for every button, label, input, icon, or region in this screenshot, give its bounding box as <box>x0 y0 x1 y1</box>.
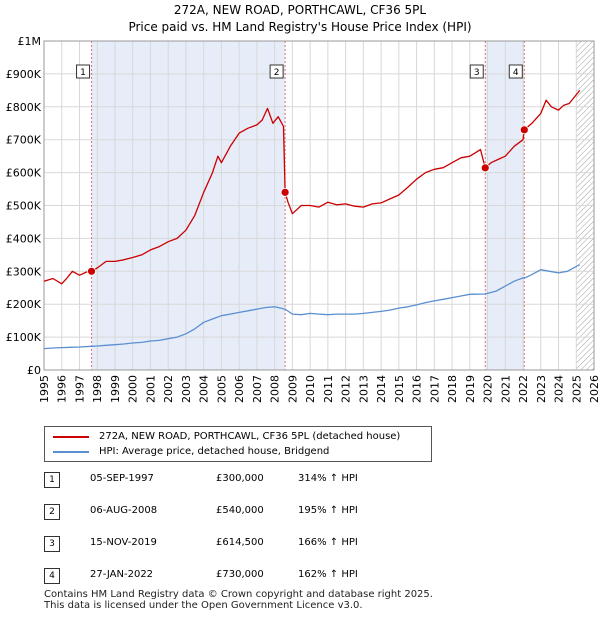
sale-label-box: 4 <box>508 64 523 79</box>
x-tick-label: 2007 <box>251 375 264 403</box>
sale-row: 3 15-NOV-2019 £614,500 166% ↑ HPI <box>44 536 444 552</box>
x-tick-label: 2000 <box>127 375 140 403</box>
chart-title: 272A, NEW ROAD, PORTHCAWL, CF36 5PL Pric… <box>0 2 600 36</box>
x-tick-label: 1997 <box>73 375 86 403</box>
sale-row: 4 27-JAN-2022 £730,000 162% ↑ HPI <box>44 568 444 584</box>
sale-label-frame <box>469 64 484 79</box>
x-tick-label: 2019 <box>464 375 477 403</box>
x-tick-label: 1996 <box>56 375 69 403</box>
y-tick-label: £300K <box>6 265 42 278</box>
y-tick-label: £500K <box>6 200 42 213</box>
sale-label-box: 1 <box>76 64 91 79</box>
sale-hpi-change: 314% ↑ HPI <box>298 473 358 484</box>
sale-label-frame <box>269 64 284 79</box>
sale-hpi-change: 162% ↑ HPI <box>298 569 358 580</box>
x-tick-label: 2017 <box>428 375 441 403</box>
sale-date: 05-SEP-1997 <box>90 473 154 484</box>
footer-attribution: Contains HM Land Registry data © Crown c… <box>44 589 433 611</box>
x-tick-label: 2013 <box>357 375 370 403</box>
x-tick-label: 2004 <box>198 375 211 403</box>
sale-date: 27-JAN-2022 <box>90 569 154 580</box>
legend-label-hpi: HPI: Average price, detached house, Brid… <box>99 446 330 457</box>
x-tick-label: 2006 <box>233 375 246 403</box>
sale-label-text: 1 <box>80 68 86 78</box>
x-tick-label: 2005 <box>215 375 228 403</box>
sale-price: £730,000 <box>216 569 264 580</box>
sale-label-frame <box>508 64 523 79</box>
y-tick-label: £800K <box>6 101 42 114</box>
sale-row: 2 06-AUG-2008 £540,000 195% ↑ HPI <box>44 504 444 520</box>
sale-point <box>480 163 490 173</box>
x-tick-label: 1995 <box>38 375 51 403</box>
sale-hpi-change: 166% ↑ HPI <box>298 537 358 548</box>
y-tick-label: £900K <box>6 68 42 81</box>
x-tick-label: 2025 <box>570 375 583 403</box>
x-tick-label: 2009 <box>286 375 299 403</box>
y-tick-label: £100K <box>6 331 42 344</box>
x-tick-label: 2011 <box>322 375 335 403</box>
footer-line-1: Contains HM Land Registry data © Crown c… <box>44 589 433 600</box>
sale-label-text: 2 <box>274 68 280 78</box>
legend: 272A, NEW ROAD, PORTHCAWL, CF36 5PL (det… <box>44 426 432 462</box>
x-tick-label: 2003 <box>180 375 193 403</box>
x-tick-label: 1999 <box>109 375 122 403</box>
sale-number-badge: 3 <box>44 536 60 552</box>
x-tick-label: 2008 <box>269 375 282 403</box>
y-tick-label: £400K <box>6 232 42 245</box>
sale-point <box>280 187 290 197</box>
sale-point <box>519 125 529 135</box>
hpi-line <box>43 264 581 350</box>
y-tick-label: £200K <box>6 298 42 311</box>
x-tick-label: 2024 <box>553 375 566 403</box>
plot-border <box>43 40 595 371</box>
y-tick-label: £1M <box>18 35 42 48</box>
x-tick-label: 2021 <box>499 375 512 403</box>
footer-line-2: This data is licensed under the Open Gov… <box>44 600 363 611</box>
property-price-line <box>43 89 581 285</box>
legend-swatch-property <box>53 436 89 438</box>
sale-hpi-change: 195% ↑ HPI <box>298 505 358 516</box>
sale-label-box: 2 <box>269 64 284 79</box>
sale-date: 06-AUG-2008 <box>90 505 158 516</box>
x-tick-label: 2001 <box>144 375 157 403</box>
x-tick-label: 2002 <box>162 375 175 403</box>
sale-price: £614,500 <box>216 537 264 548</box>
x-tick-label: 1998 <box>91 375 104 403</box>
sale-number-badge: 4 <box>44 568 60 584</box>
y-tick-label: £0 <box>27 364 41 377</box>
sale-price: £300,000 <box>216 473 264 484</box>
sale-price: £540,000 <box>216 505 264 516</box>
y-tick-label: £600K <box>6 167 42 180</box>
title-line-2: Price paid vs. HM Land Registry's House … <box>128 20 472 34</box>
x-tick-label: 2015 <box>393 375 406 403</box>
sale-number-badge: 2 <box>44 504 60 520</box>
x-tick-label: 2016 <box>411 375 424 403</box>
sale-number-badge: 1 <box>44 472 60 488</box>
x-tick-label: 2010 <box>304 375 317 403</box>
sale-label-frame <box>76 64 91 79</box>
sale-point <box>87 266 96 276</box>
x-tick-label: 2022 <box>517 375 530 403</box>
sale-date: 15-NOV-2019 <box>90 537 157 548</box>
x-tick-label: 2012 <box>340 375 353 403</box>
legend-label-property: 272A, NEW ROAD, PORTHCAWL, CF36 5PL (det… <box>99 431 401 442</box>
sale-row: 1 05-SEP-1997 £300,000 314% ↑ HPI <box>44 472 444 488</box>
sale-label-text: 3 <box>474 68 480 78</box>
x-tick-label: 2026 <box>588 375 600 403</box>
x-tick-label: 2018 <box>446 375 459 403</box>
x-tick-label: 2014 <box>375 375 388 403</box>
sale-label-text: 4 <box>513 68 519 78</box>
title-line-1: 272A, NEW ROAD, PORTHCAWL, CF36 5PL <box>173 3 427 17</box>
x-tick-label: 2020 <box>482 375 495 403</box>
price-chart: 1 2 3 4 £0 £100K £200K £300K £400K £500K £600K £700… <box>6 35 600 403</box>
y-tick-label: £700K <box>6 134 42 147</box>
legend-swatch-hpi <box>53 451 89 453</box>
x-tick-label: 2023 <box>535 375 548 403</box>
sale-label-box: 3 <box>469 64 484 79</box>
